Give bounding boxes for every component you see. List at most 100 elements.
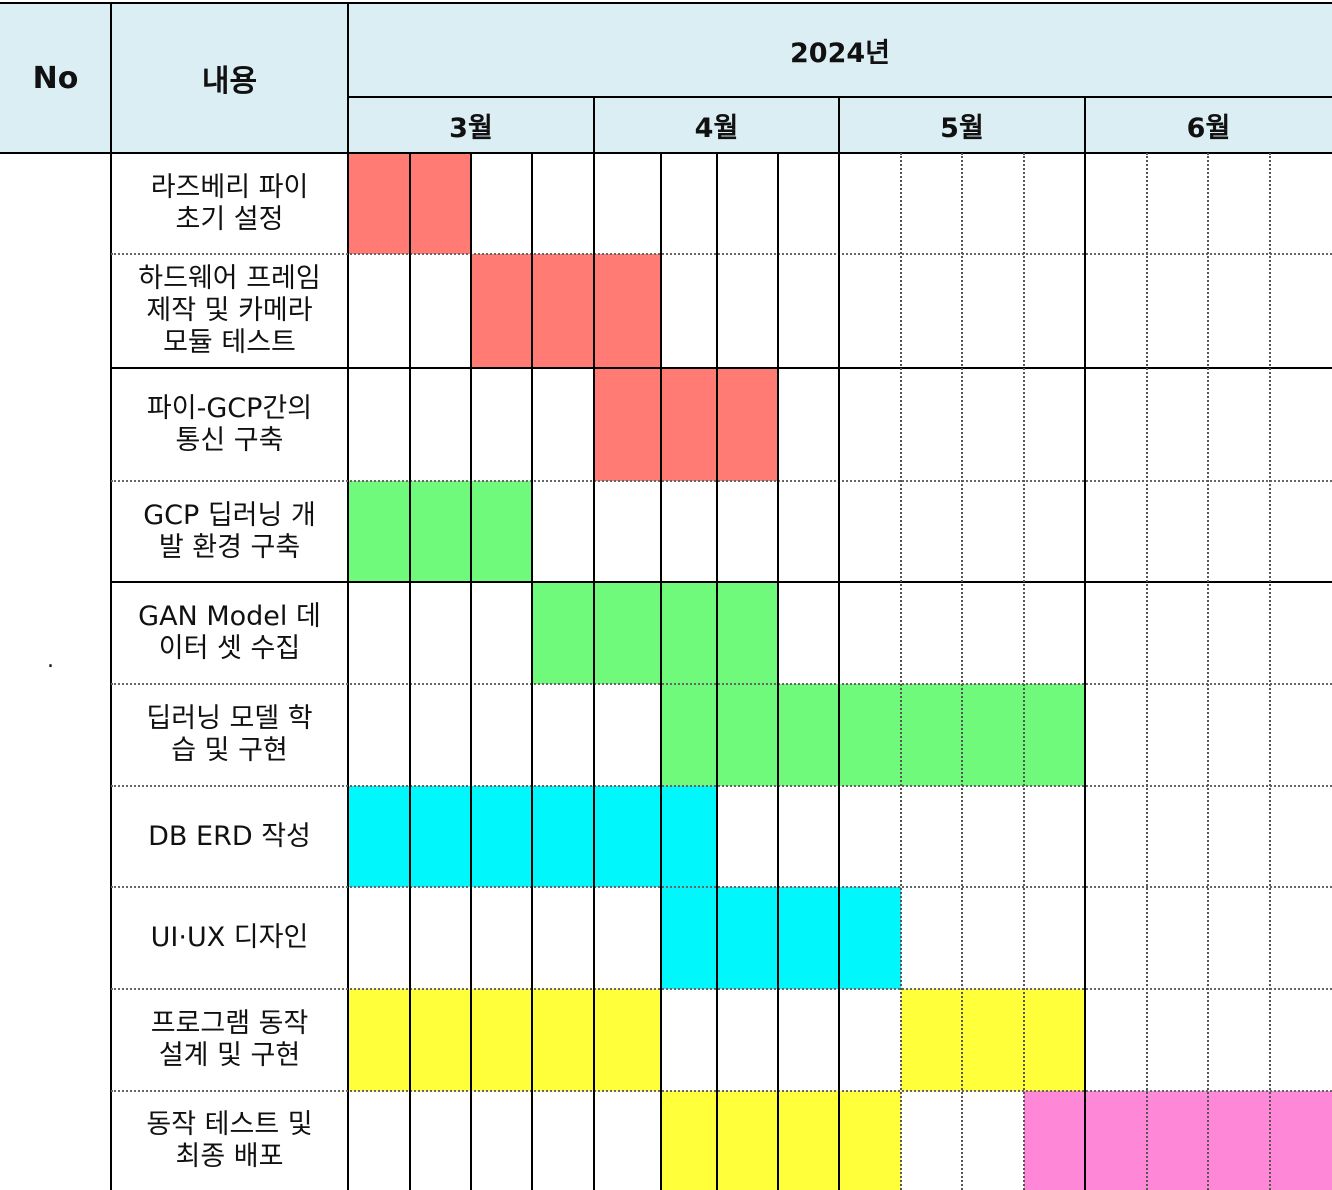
month-header-june: 6월 xyxy=(1085,97,1332,153)
task-bar-cell-10-week-9 xyxy=(839,1091,901,1190)
week-column-line-9 xyxy=(1084,153,1086,1190)
row-number: . xyxy=(47,648,54,673)
task-bar-cell-5-week-5 xyxy=(594,582,661,684)
year-header: 2024년 xyxy=(348,3,1332,97)
task-bar-cell-6-week-6 xyxy=(661,684,717,786)
content-column-header: 내용 xyxy=(111,3,348,153)
task-bar-cell-7-week-3 xyxy=(471,786,532,887)
task-bar-cell-3-week-5 xyxy=(594,368,661,481)
row-border-2 xyxy=(111,367,1332,369)
month-header-divider-2 xyxy=(838,97,840,153)
task-bar-cell-10-week-12-extra xyxy=(1024,1091,1085,1190)
task-bar-cell-9-week-4 xyxy=(532,989,594,1091)
task-bar-cell-7-week-1 xyxy=(348,786,410,887)
task-label-6: 딥러닝 모델 학 습 및 구현 xyxy=(146,703,313,766)
month-header-may: 5월 xyxy=(839,97,1085,153)
week-column-line-7 xyxy=(777,153,779,1190)
task-bar-cell-6-week-12 xyxy=(1024,684,1085,786)
task-label-3: 파이-GCP간의 통신 구축 xyxy=(146,392,313,456)
task-bar-cell-9-week-11 xyxy=(962,989,1024,1091)
task-bar-cell-3-week-6 xyxy=(661,368,717,481)
task-bar-cell-2-week-4 xyxy=(532,254,594,368)
task-bar-cell-2-week-3 xyxy=(471,254,532,368)
task-bar-cell-1-week-2 xyxy=(410,153,471,254)
task-label-1: 라즈베리 파이 초기 설정 xyxy=(150,171,309,235)
task-bar-cell-4-week-3 xyxy=(471,481,532,582)
task-bar-cell-9-week-5 xyxy=(594,989,661,1091)
task-bar-cell-5-week-7 xyxy=(717,582,778,684)
no-column-divider xyxy=(110,3,112,1190)
task-bar-cell-3-week-7 xyxy=(717,368,778,481)
month-header-divider-3 xyxy=(1084,97,1086,153)
task-bar-cell-9-week-3 xyxy=(471,989,532,1091)
content-column-divider xyxy=(347,3,349,1190)
week-column-dotted-4 xyxy=(1207,153,1209,1190)
task-bar-cell-10-week-6 xyxy=(661,1091,717,1190)
task-bar-cell-10-week-8 xyxy=(778,1091,839,1190)
task-bar-cell-7-week-6 xyxy=(661,786,717,887)
task-bar-cell-8-week-7 xyxy=(717,887,778,989)
task-label-7: DB ERD 작성 xyxy=(148,820,311,852)
task-bar-cell-4-week-1 xyxy=(348,481,410,582)
task-label-8: UI·UX 디자인 xyxy=(150,922,309,953)
task-bar-cell-2-week-5 xyxy=(594,254,661,368)
row-border-7 xyxy=(111,886,1332,888)
task-label-10: 동작 테스트 및 최종 배포 xyxy=(146,1108,313,1172)
task-bar-cell-9-week-2 xyxy=(410,989,471,1091)
task-bar-cell-10-week-15-extra xyxy=(1208,1091,1270,1190)
row-border-5 xyxy=(111,683,1332,685)
row-border-6 xyxy=(111,785,1332,787)
task-bar-cell-6-week-7 xyxy=(717,684,778,786)
task-bar-cell-6-week-9 xyxy=(839,684,901,786)
week-column-dotted-5 xyxy=(1269,153,1271,1190)
task-label-5: GAN Model 데 이터 셋 수집 xyxy=(138,601,321,664)
row-border-3 xyxy=(111,480,1332,482)
task-bar-cell-10-week-14-extra xyxy=(1147,1091,1208,1190)
task-bar-cell-1-week-1 xyxy=(348,153,410,254)
week-column-line-8 xyxy=(838,153,840,1190)
month-header-march: 3월 xyxy=(348,97,594,153)
task-bar-cell-6-week-8 xyxy=(778,684,839,786)
task-bar-cell-6-week-10 xyxy=(901,684,962,786)
task-label-9: 프로그램 동작 설계 및 구현 xyxy=(150,1008,309,1071)
task-bar-cell-9-week-10 xyxy=(901,989,962,1091)
week-column-dotted-0 xyxy=(900,153,902,1190)
task-bar-cell-5-week-4 xyxy=(532,582,594,684)
week-column-line-5 xyxy=(660,153,662,1190)
week-column-line-6 xyxy=(716,153,718,1190)
row-border-4 xyxy=(111,581,1332,583)
header-top-border xyxy=(0,2,1332,4)
week-column-dotted-2 xyxy=(1023,153,1025,1190)
task-bar-cell-7-week-5 xyxy=(594,786,661,887)
task-label-2: 하드웨어 프레임 제작 및 카메라 모듈 테스트 xyxy=(138,263,321,358)
month-header-april: 4월 xyxy=(594,97,839,153)
task-bar-cell-7-week-4 xyxy=(532,786,594,887)
task-bar-cell-9-week-1 xyxy=(348,989,410,1091)
task-bar-cell-8-week-8 xyxy=(778,887,839,989)
task-bar-cell-9-week-12 xyxy=(1024,989,1085,1091)
row-border-1 xyxy=(111,253,1332,255)
week-column-dotted-3 xyxy=(1146,153,1148,1190)
week-column-line-1 xyxy=(409,153,411,1190)
task-bar-cell-7-week-2 xyxy=(410,786,471,887)
task-bar-cell-6-week-11 xyxy=(962,684,1024,786)
task-bar-cell-10-week-7 xyxy=(717,1091,778,1190)
header-bottom-border xyxy=(0,152,1332,154)
task-bar-cell-5-week-6 xyxy=(661,582,717,684)
row-border-9 xyxy=(111,1090,1332,1092)
week-column-line-2 xyxy=(470,153,472,1190)
week-column-line-3 xyxy=(531,153,533,1190)
row-border-8 xyxy=(111,988,1332,990)
task-bar-cell-4-week-2 xyxy=(410,481,471,582)
week-column-line-4 xyxy=(593,153,595,1190)
month-header-divider-1 xyxy=(593,97,595,153)
week-column-dotted-1 xyxy=(961,153,963,1190)
task-bar-cell-8-week-6 xyxy=(661,887,717,989)
no-column-header: No xyxy=(0,3,111,153)
task-bar-cell-10-week-16-extra xyxy=(1270,1091,1332,1190)
year-divider-line xyxy=(348,96,1332,98)
task-bar-cell-8-week-9 xyxy=(839,887,901,989)
task-label-4: GCP 딥러닝 개 발 환경 구축 xyxy=(143,499,316,563)
task-bar-cell-10-week-13-extra xyxy=(1085,1091,1147,1190)
